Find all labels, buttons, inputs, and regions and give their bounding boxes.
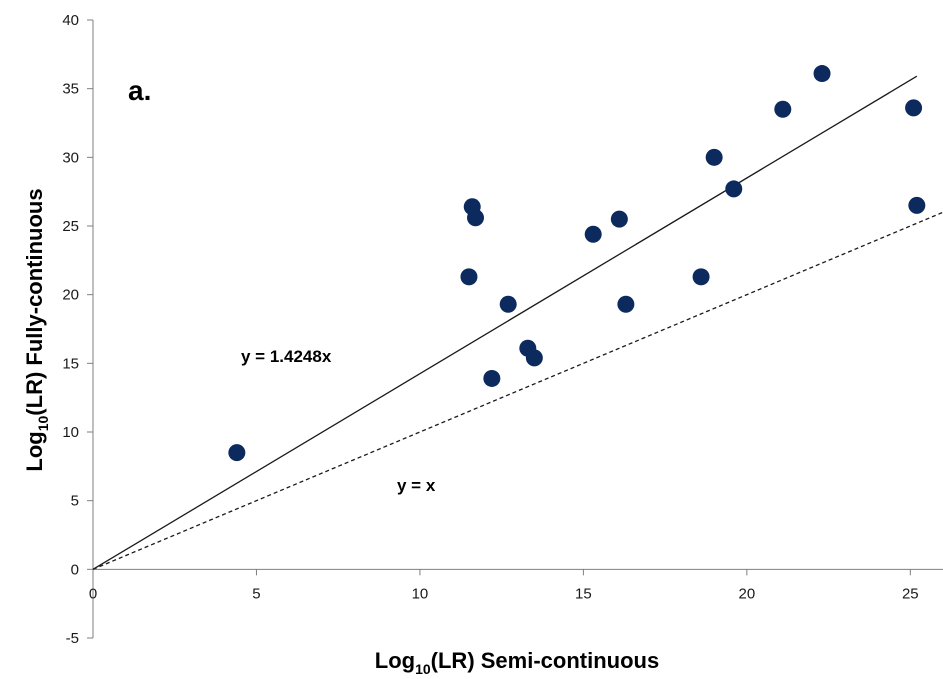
tick-labels: -5 0 5 10 15 20 25 30 35 40 0 5 10 15 20 25 [62, 12, 918, 647]
data-point [483, 369, 501, 387]
data-point [725, 180, 743, 198]
x-axis-label: Log10(LR) Semi-continuous [375, 648, 659, 677]
data-point [705, 148, 723, 166]
data-point [460, 268, 478, 286]
data-point [617, 295, 635, 313]
x-tick-label: 15 [575, 585, 592, 602]
y-tick-label: 25 [62, 218, 79, 235]
y-axis-label: Log10(LR) Fully-continuous [22, 188, 51, 471]
identity-line-label: y = x [397, 476, 436, 495]
y-tick-label: 35 [62, 81, 79, 98]
y-tick-label: 15 [62, 355, 79, 372]
fit-line-label: y = 1.4248x [241, 347, 332, 366]
data-point [610, 210, 628, 228]
y-tick-label: -5 [66, 630, 79, 647]
data-point [692, 268, 710, 286]
y-tick-label: 20 [62, 287, 79, 304]
data-point [774, 100, 792, 118]
data-point [499, 295, 517, 313]
data-point [228, 444, 246, 462]
data-points [228, 65, 926, 462]
trend-lines [92, 75, 943, 570]
data-point [584, 225, 602, 243]
y-tick-label: 10 [62, 424, 79, 441]
axes [87, 19, 943, 639]
y-tick-label: 0 [71, 561, 79, 578]
fit-line [92, 75, 918, 570]
data-point [467, 209, 484, 227]
x-tick-label: 25 [902, 585, 919, 602]
data-point [905, 99, 923, 117]
data-point [813, 65, 831, 83]
y-tick-label: 5 [71, 493, 79, 510]
data-point [908, 196, 926, 214]
identity-line [92, 211, 943, 570]
y-tick-label: 30 [62, 149, 79, 166]
data-point [525, 349, 543, 367]
x-tick-label: 5 [252, 585, 260, 602]
y-tick-label: 40 [62, 12, 79, 29]
x-tick-label: 0 [89, 585, 97, 602]
panel-label: a. [128, 75, 151, 106]
x-tick-label: 20 [739, 585, 756, 602]
x-tick-label: 10 [412, 585, 429, 602]
